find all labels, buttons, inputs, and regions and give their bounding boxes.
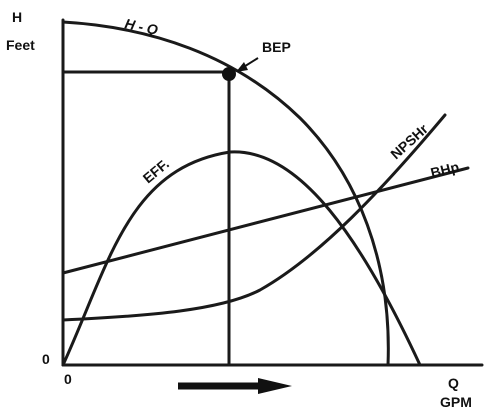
bep-pointer-head [236,62,248,72]
y-origin: 0 [42,351,50,367]
y-axis-unit: Feet [6,37,35,53]
npsh-curve [61,113,447,322]
efficiency-label: EFF. [140,156,172,187]
y-axis-name: H [12,9,22,25]
bep-label: BEP [262,39,291,55]
power-label: BHp [429,158,461,180]
x-axis-unit: GPM [440,394,472,410]
bep-point [222,67,236,81]
flow-arrow-head [258,378,292,394]
head-curve [61,20,390,367]
x-origin: 0 [64,371,72,387]
x-axis-name: Q [448,375,459,391]
power-curve [61,166,470,275]
head-label: H - Q [123,15,159,38]
efficiency-curve [61,150,422,367]
